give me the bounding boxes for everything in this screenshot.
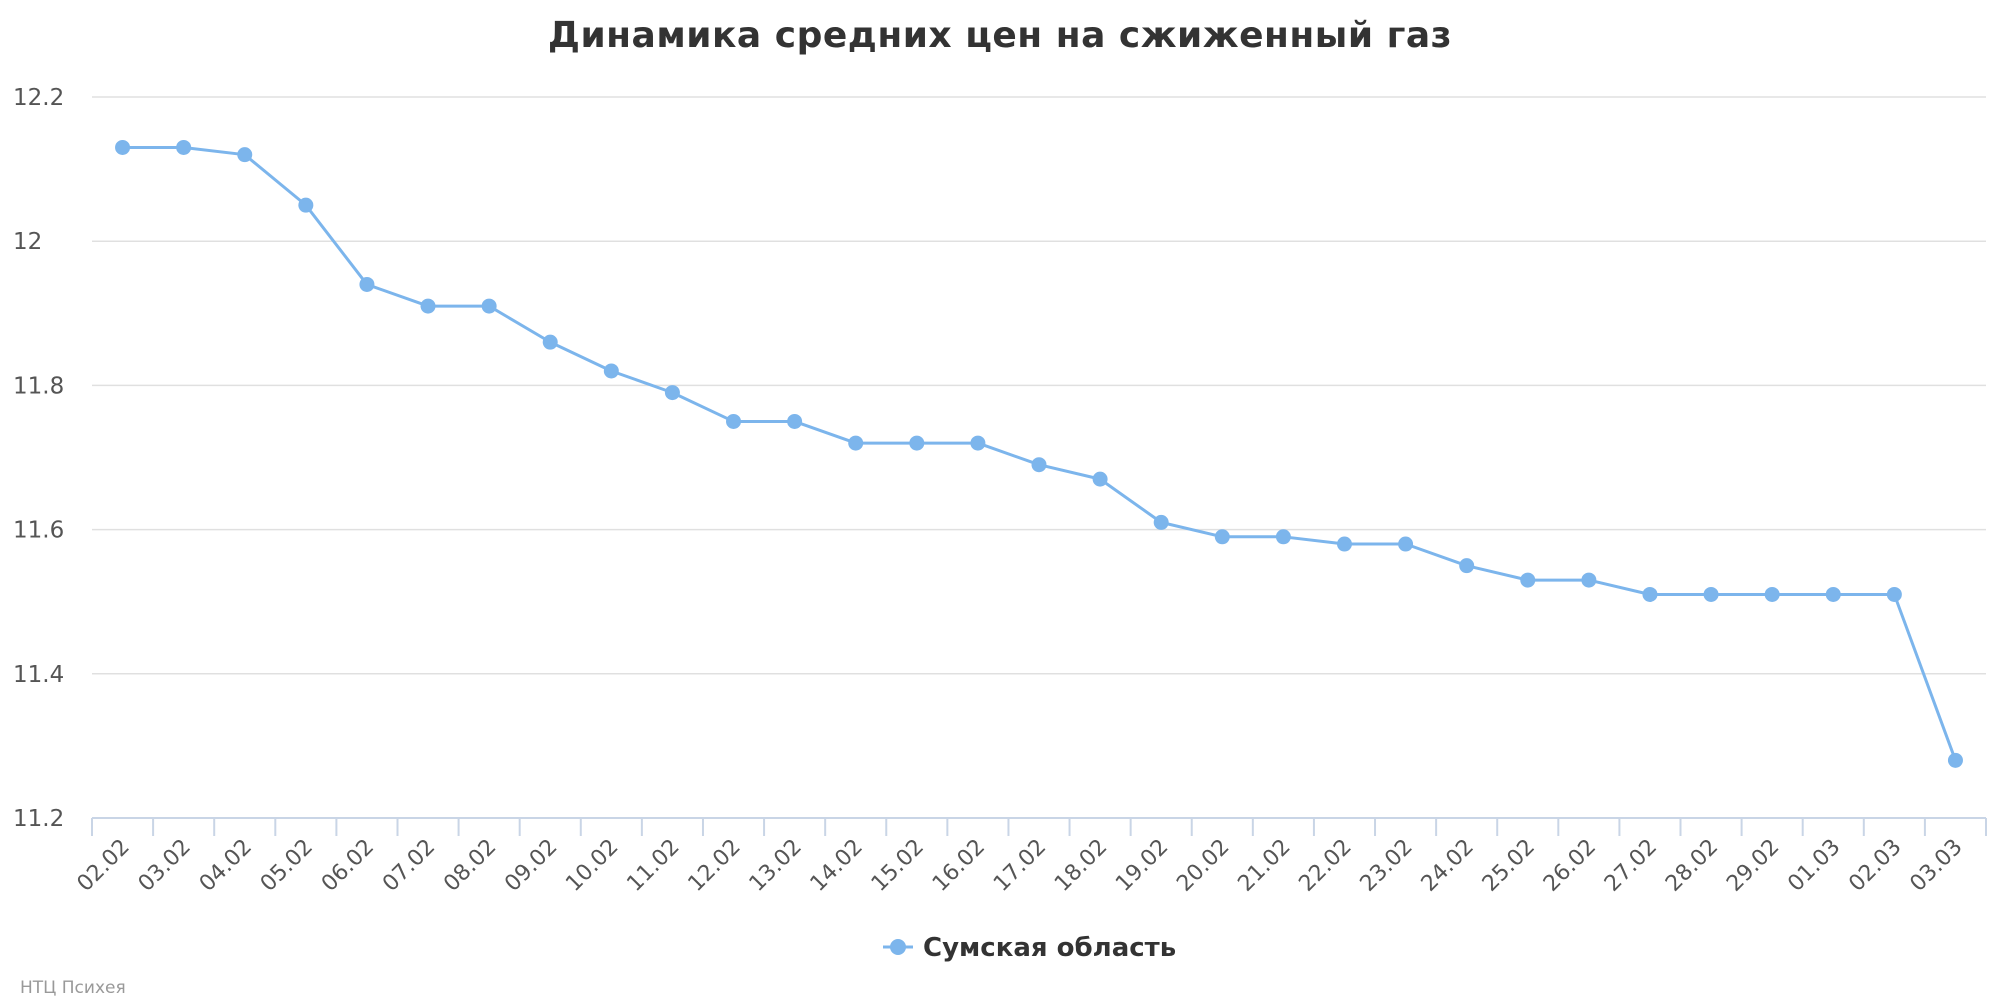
data-point[interactable]: [1398, 536, 1414, 552]
grid-lines: [92, 96, 1986, 675]
x-tick-label: 03.03: [1905, 835, 1967, 897]
y-tick-label: 11.6: [13, 518, 64, 544]
data-point[interactable]: [1764, 586, 1780, 602]
data-point[interactable]: [664, 385, 680, 401]
x-tick-label: 11.02: [622, 835, 684, 897]
x-tick-label: 17.02: [989, 835, 1051, 897]
x-tick-label: 18.02: [1050, 835, 1112, 897]
data-point[interactable]: [970, 435, 986, 451]
data-point[interactable]: [481, 298, 497, 314]
data-point[interactable]: [603, 363, 619, 379]
data-point[interactable]: [1886, 586, 1902, 602]
data-point[interactable]: [1031, 457, 1047, 473]
x-tick-label: 15.02: [867, 835, 929, 897]
data-point[interactable]: [1459, 558, 1475, 574]
data-point[interactable]: [1703, 586, 1719, 602]
series-line: [121, 145, 1957, 762]
y-tick-label: 12.2: [13, 85, 64, 111]
data-point[interactable]: [1520, 572, 1536, 588]
y-axis: 11.2 11.4 11.6 11.8 12 12.2: [13, 85, 64, 832]
x-tick-label: 27.02: [1600, 835, 1662, 897]
data-point[interactable]: [1153, 514, 1169, 530]
x-axis: 02.0203.0204.0205.0206.0207.0208.0209.02…: [73, 817, 1987, 897]
data-point[interactable]: [1825, 586, 1841, 602]
x-tick-label: 12.02: [684, 835, 746, 897]
data-point[interactable]: [237, 147, 253, 163]
y-tick-label: 11.8: [13, 373, 64, 399]
data-point[interactable]: [420, 298, 436, 314]
x-tick-label: 07.02: [378, 835, 440, 897]
x-tick-label: 13.02: [745, 835, 807, 897]
series-layer: [115, 139, 1963, 768]
data-point[interactable]: [1581, 572, 1597, 588]
x-tick-label: 02.02: [73, 835, 135, 897]
data-point[interactable]: [115, 139, 131, 155]
data-point[interactable]: [787, 413, 803, 429]
x-tick-label: 23.02: [1356, 835, 1418, 897]
y-tick-label: 12: [13, 229, 42, 255]
data-point[interactable]: [909, 435, 925, 451]
chart-title: Динамика средних цен на сжиженный газ: [548, 15, 1452, 56]
legend-label[interactable]: Сумская область: [923, 933, 1176, 963]
x-tick-label: 14.02: [806, 835, 868, 897]
x-tick-label: 04.02: [195, 835, 257, 897]
x-tick-label: 29.02: [1722, 835, 1784, 897]
legend[interactable]: Сумская область: [883, 933, 1176, 963]
x-tick-label: 03.02: [134, 835, 196, 897]
x-tick-label: 02.03: [1844, 835, 1906, 897]
data-point[interactable]: [1336, 536, 1352, 552]
x-tick-label: 05.02: [256, 835, 318, 897]
data-point[interactable]: [176, 139, 192, 155]
data-point[interactable]: [542, 334, 558, 350]
x-tick-label: 21.02: [1233, 835, 1295, 897]
x-tick-label: 24.02: [1417, 835, 1479, 897]
data-point[interactable]: [1642, 586, 1658, 602]
data-point[interactable]: [359, 276, 375, 292]
x-tick-label: 26.02: [1539, 835, 1601, 897]
x-tick-label: 01.03: [1783, 835, 1845, 897]
data-point[interactable]: [726, 413, 742, 429]
x-tick-label: 16.02: [928, 835, 990, 897]
x-tick-label: 09.02: [500, 835, 562, 897]
data-point[interactable]: [1092, 471, 1108, 487]
x-tick-label: 25.02: [1478, 835, 1540, 897]
x-tick-label: 28.02: [1661, 835, 1723, 897]
data-point[interactable]: [1275, 529, 1291, 545]
y-tick-label: 11.2: [13, 806, 64, 832]
data-point[interactable]: [848, 435, 864, 451]
legend-marker-symbol: [890, 939, 906, 955]
x-tick-label: 08.02: [439, 835, 501, 897]
chart-credit[interactable]: НТЦ Психея: [20, 978, 126, 998]
data-point[interactable]: [298, 197, 314, 213]
y-tick-label: 11.4: [13, 662, 64, 688]
data-point[interactable]: [1947, 752, 1963, 768]
x-tick-label: 19.02: [1111, 835, 1173, 897]
x-tick-label: 10.02: [561, 835, 623, 897]
x-tick-label: 22.02: [1295, 835, 1357, 897]
x-tick-label: 06.02: [317, 835, 379, 897]
data-point[interactable]: [1214, 529, 1230, 545]
x-tick-label: 20.02: [1172, 835, 1234, 897]
